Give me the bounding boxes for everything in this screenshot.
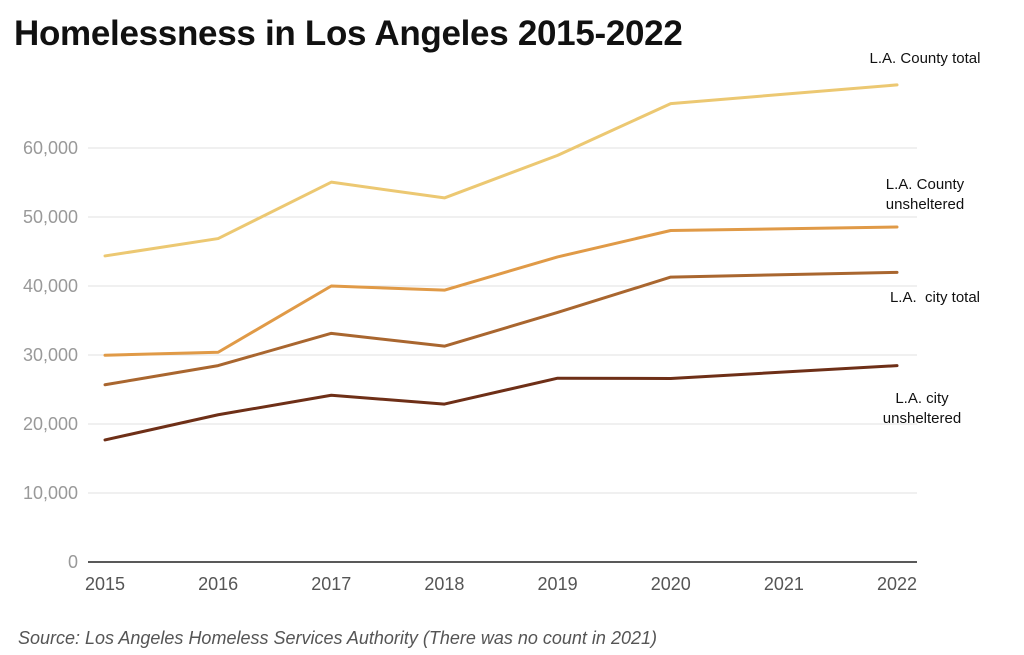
series-line bbox=[103, 270, 899, 387]
x-tick-label: 2015 bbox=[85, 574, 125, 594]
y-tick-label: 60,000 bbox=[23, 138, 78, 158]
series-line bbox=[103, 83, 899, 258]
x-tick-label: 2022 bbox=[877, 574, 917, 594]
x-tick-label: 2017 bbox=[311, 574, 351, 594]
series-label: unsheltered bbox=[883, 410, 961, 427]
x-tick-label: 2016 bbox=[198, 574, 238, 594]
series-line bbox=[103, 364, 899, 442]
y-tick-label: 30,000 bbox=[23, 345, 78, 365]
x-tick-label: 2018 bbox=[424, 574, 464, 594]
series-label: L.A. County bbox=[886, 176, 965, 193]
y-tick-label: 0 bbox=[68, 552, 78, 572]
series-line bbox=[103, 225, 899, 357]
y-tick-label: 10,000 bbox=[23, 483, 78, 503]
x-tick-label: 2020 bbox=[651, 574, 691, 594]
x-tick-label: 2021 bbox=[764, 574, 804, 594]
y-tick-label: 20,000 bbox=[23, 414, 78, 434]
series-label: L.A. city total bbox=[890, 289, 980, 306]
chart-title: Homelessness in Los Angeles 2015-2022 bbox=[14, 14, 683, 53]
series-label: unsheltered bbox=[886, 196, 964, 213]
series-label: L.A. city bbox=[895, 390, 949, 407]
x-tick-label: 2019 bbox=[538, 574, 578, 594]
series-label: L.A. County total bbox=[870, 50, 981, 67]
source-note: Source: Los Angeles Homeless Services Au… bbox=[18, 628, 657, 648]
y-tick-label: 50,000 bbox=[23, 207, 78, 227]
y-tick-label: 40,000 bbox=[23, 276, 78, 296]
